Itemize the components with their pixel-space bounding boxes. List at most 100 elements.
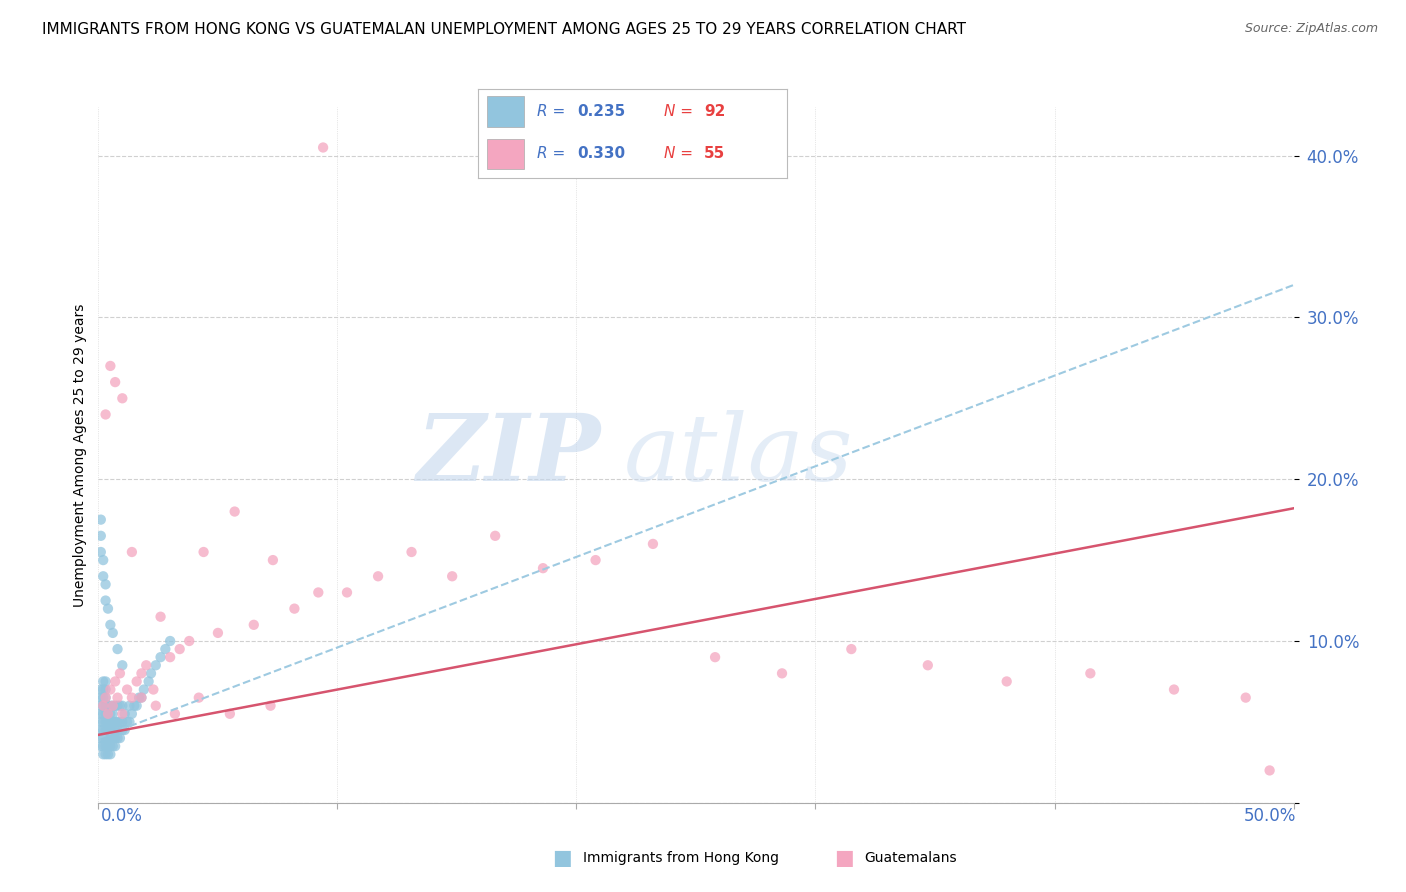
Point	[104, 739, 127, 754]
Point	[187, 690, 209, 705]
Point	[111, 658, 134, 673]
Point	[104, 731, 127, 745]
Point	[91, 714, 114, 729]
Point	[94, 674, 117, 689]
Point	[94, 408, 117, 422]
Point	[531, 561, 554, 575]
Point	[115, 714, 138, 729]
Point	[121, 706, 143, 721]
Point	[90, 545, 112, 559]
Text: 55: 55	[704, 146, 725, 161]
Point	[90, 723, 112, 737]
Point	[1234, 690, 1257, 705]
Point	[145, 658, 167, 673]
Point	[107, 731, 129, 745]
Point	[94, 714, 117, 729]
Point	[94, 739, 117, 754]
Text: N =: N =	[664, 146, 697, 161]
Point	[163, 706, 186, 721]
Point	[1163, 682, 1185, 697]
Point	[155, 642, 177, 657]
Point	[484, 529, 506, 543]
Point	[118, 698, 141, 713]
Point	[101, 731, 124, 745]
Text: 0.235: 0.235	[576, 104, 626, 119]
Point	[98, 747, 122, 762]
Point	[111, 706, 134, 721]
Text: 50.0%: 50.0%	[1244, 807, 1296, 825]
Point	[91, 723, 114, 737]
Text: N =: N =	[664, 104, 697, 119]
Point	[98, 739, 122, 754]
Text: Source: ZipAtlas.com: Source: ZipAtlas.com	[1244, 22, 1378, 36]
Point	[98, 698, 122, 713]
Point	[367, 569, 389, 583]
Point	[94, 706, 117, 721]
Point	[101, 626, 124, 640]
Point	[142, 682, 165, 697]
Point	[441, 569, 464, 583]
Point	[91, 747, 114, 762]
Point	[1080, 666, 1102, 681]
Point	[207, 626, 229, 640]
Point	[145, 698, 167, 713]
Point	[94, 690, 117, 705]
Point	[641, 537, 664, 551]
Point	[90, 690, 112, 705]
Point	[111, 392, 134, 406]
Point	[108, 731, 131, 745]
Point	[91, 706, 114, 721]
Point	[90, 706, 112, 721]
Point	[97, 731, 120, 745]
Point	[704, 650, 727, 665]
Text: ZIP: ZIP	[416, 410, 600, 500]
Point	[94, 682, 117, 697]
Point	[169, 642, 191, 657]
Point	[149, 650, 172, 665]
Point	[111, 723, 134, 737]
Point	[138, 674, 160, 689]
Point	[131, 666, 153, 681]
Point	[111, 698, 134, 713]
Point	[1258, 764, 1281, 778]
Point	[104, 674, 127, 689]
Text: 0.330: 0.330	[576, 146, 626, 161]
Point	[104, 698, 127, 713]
Point	[224, 504, 246, 518]
Point	[104, 723, 127, 737]
Point	[90, 529, 112, 543]
Point	[94, 723, 117, 737]
Point	[98, 714, 122, 729]
Text: Immigrants from Hong Kong: Immigrants from Hong Kong	[583, 851, 779, 865]
Point	[108, 714, 131, 729]
Point	[94, 731, 117, 745]
Point	[219, 706, 242, 721]
Point	[149, 609, 172, 624]
Point	[243, 617, 266, 632]
Point	[98, 359, 122, 373]
Point	[97, 698, 120, 713]
Point	[91, 731, 114, 745]
Point	[101, 739, 124, 754]
Point	[91, 553, 114, 567]
Text: R =: R =	[537, 104, 569, 119]
Point	[307, 585, 329, 599]
Point	[97, 706, 120, 721]
Point	[283, 601, 305, 615]
Point	[115, 682, 138, 697]
Point	[107, 714, 129, 729]
Point	[90, 682, 112, 697]
Text: ■: ■	[553, 848, 572, 868]
Point	[312, 140, 335, 154]
Point	[90, 714, 112, 729]
Point	[121, 690, 143, 705]
Point	[101, 698, 124, 713]
Point	[94, 593, 117, 607]
Point	[114, 706, 136, 721]
Point	[97, 723, 120, 737]
Point	[90, 739, 112, 754]
Bar	[488, 139, 524, 169]
Bar	[488, 96, 524, 127]
Point	[98, 723, 122, 737]
Point	[98, 731, 122, 745]
